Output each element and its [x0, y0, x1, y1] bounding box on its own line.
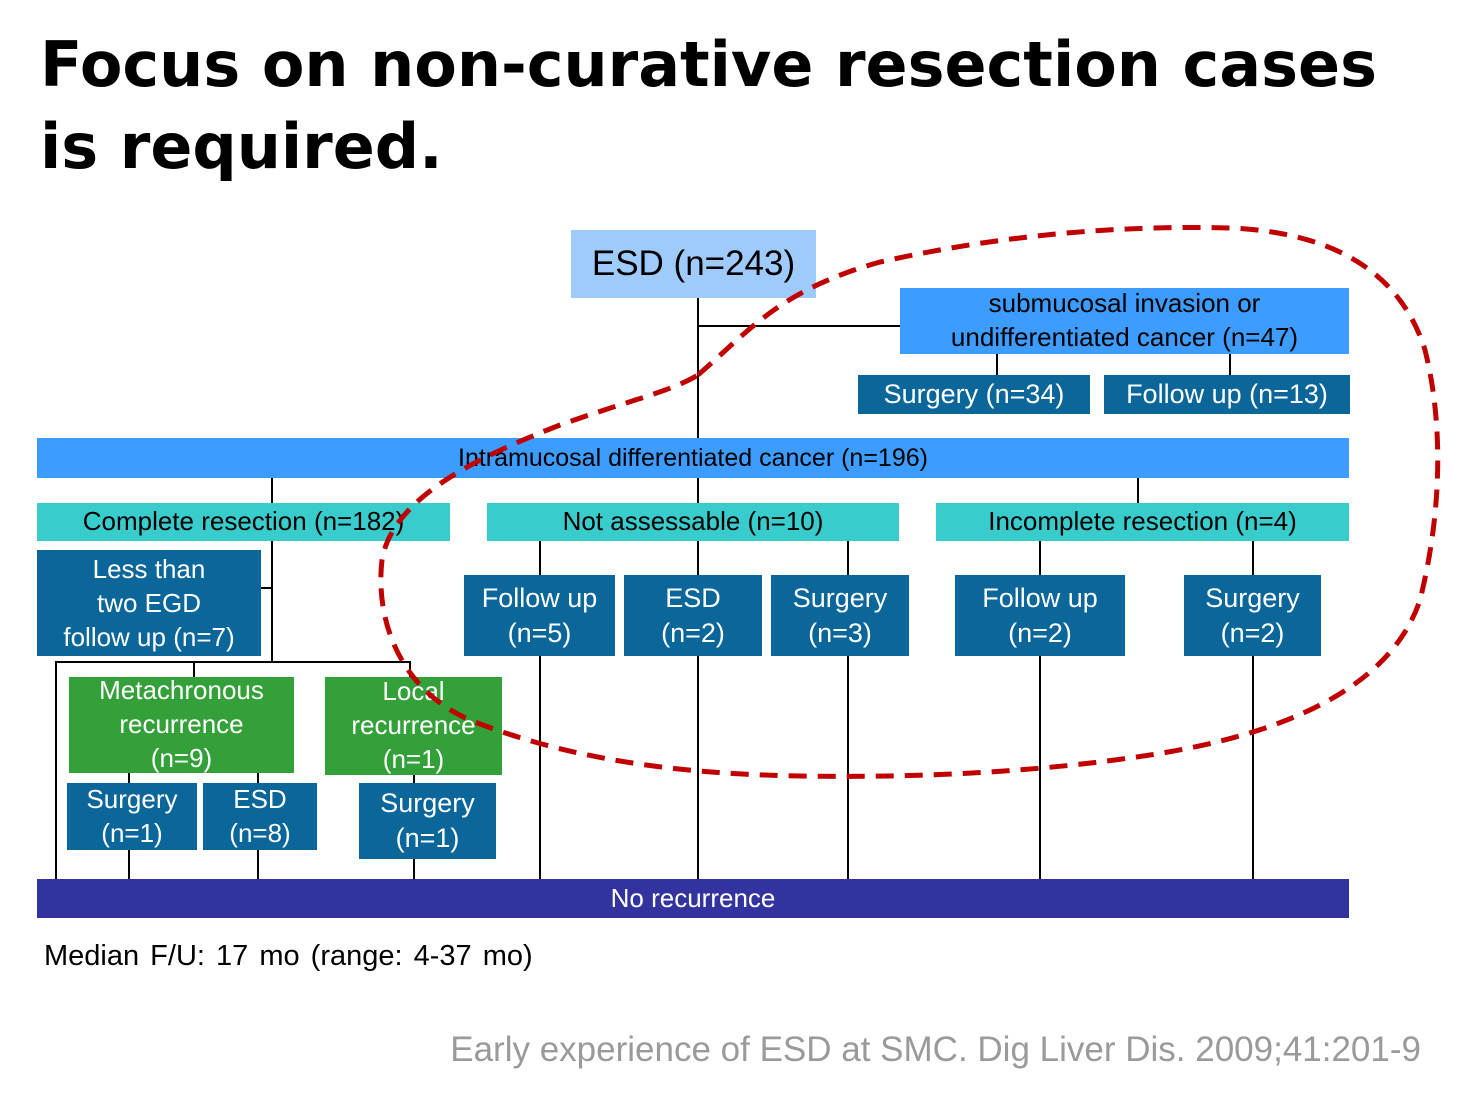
connector: [697, 655, 699, 879]
node-metachronous-esd: ESD (n=8): [203, 783, 317, 850]
node-submucosal-invasion: submucosal invasion or undifferentiated …: [900, 288, 1349, 354]
node-metachronous-surgery: Surgery (n=1): [67, 783, 197, 850]
connector: [55, 661, 411, 663]
connector: [1039, 655, 1041, 879]
connector: [847, 655, 849, 879]
node-na-esd: ESD (n=2): [624, 575, 762, 656]
connector: [260, 587, 272, 589]
node-submucosal-followup: Follow up (n=13): [1104, 375, 1350, 414]
connector: [271, 478, 273, 503]
connector: [1252, 541, 1254, 575]
connector: [1229, 354, 1231, 375]
connector: [128, 850, 130, 879]
connector: [996, 354, 998, 375]
connector: [697, 541, 699, 575]
connector: [193, 661, 195, 677]
node-esd-total: ESD (n=243): [571, 230, 816, 298]
connector: [539, 541, 541, 575]
connector: [1252, 655, 1254, 879]
connector: [257, 772, 259, 783]
node-intramucosal: Intramucosal differentiated cancer (n=19…: [37, 438, 1349, 478]
connector: [697, 298, 699, 438]
node-incomplete-resection: Incomplete resection (n=4): [936, 503, 1349, 541]
node-incomplete-followup: Follow up (n=2): [955, 575, 1125, 656]
connector: [1039, 541, 1041, 575]
node-submucosal-surgery: Surgery (n=34): [858, 375, 1090, 414]
connector: [257, 850, 259, 879]
connector: [55, 661, 57, 879]
node-no-recurrence: No recurrence: [37, 879, 1349, 918]
connector: [697, 478, 699, 503]
node-local-recurrence: Local recurrence (n=1): [325, 676, 502, 775]
node-less-than-two-egd: Less than two EGD follow up (n=7): [37, 550, 261, 656]
connector: [413, 859, 415, 885]
connector: [128, 772, 130, 783]
median-followup-note: Median F/U: 17 mo (range: 4-37 mo): [44, 940, 533, 972]
connector: [847, 541, 849, 575]
citation: Early experience of ESD at SMC. Dig Live…: [450, 1030, 1421, 1069]
node-local-surgery: Surgery (n=1): [359, 783, 496, 859]
node-na-followup: Follow up (n=5): [464, 575, 615, 656]
node-incomplete-surgery: Surgery (n=2): [1184, 575, 1321, 656]
node-na-surgery: Surgery (n=3): [771, 575, 909, 656]
connector: [1137, 478, 1139, 503]
connector: [271, 541, 273, 663]
connector: [697, 325, 901, 327]
node-complete-resection: Complete resection (n=182): [37, 503, 450, 541]
connector: [539, 655, 541, 879]
node-metachronous-recurrence: Metachronous recurrence (n=9): [69, 675, 294, 773]
slide-title: Focus on non-curative resection cases is…: [40, 28, 1377, 183]
node-not-assessable: Not assessable (n=10): [487, 503, 899, 541]
